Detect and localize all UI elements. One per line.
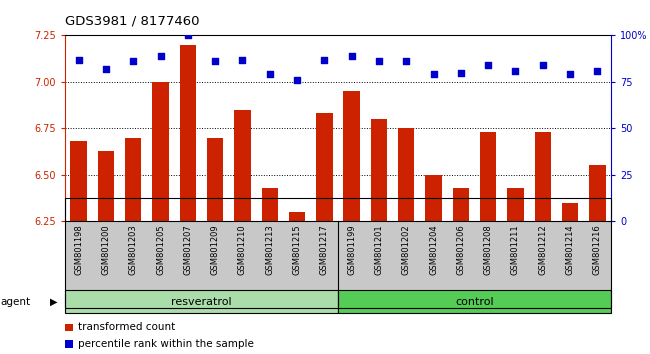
Point	[346, 53, 357, 59]
Bar	[152, 82, 169, 221]
Bar	[289, 212, 306, 221]
Bar	[98, 151, 114, 221]
Point	[73, 57, 84, 62]
Bar	[507, 188, 524, 221]
Bar	[589, 166, 606, 221]
Bar	[480, 132, 497, 221]
Point	[401, 58, 411, 64]
Point	[510, 68, 521, 74]
Bar	[562, 203, 578, 221]
Bar	[398, 128, 415, 221]
Point	[374, 58, 384, 64]
Text: transformed count: transformed count	[78, 322, 176, 332]
Point	[456, 70, 466, 75]
Text: GDS3981 / 8177460: GDS3981 / 8177460	[65, 14, 200, 27]
Point	[538, 62, 548, 68]
Bar	[534, 132, 551, 221]
Text: resveratrol: resveratrol	[171, 297, 232, 307]
Point	[183, 33, 193, 38]
Text: agent: agent	[1, 297, 31, 307]
Point	[155, 53, 166, 59]
Text: percentile rank within the sample: percentile rank within the sample	[78, 339, 254, 349]
Text: ▶: ▶	[49, 297, 57, 307]
Point	[265, 72, 275, 77]
Bar	[234, 110, 251, 221]
Bar	[343, 91, 360, 221]
Bar	[125, 138, 142, 221]
Bar	[179, 45, 196, 221]
Bar	[425, 175, 442, 221]
Bar	[452, 188, 469, 221]
Point	[483, 62, 493, 68]
Text: control: control	[455, 297, 494, 307]
Point	[237, 57, 248, 62]
Bar	[261, 188, 278, 221]
Point	[319, 57, 330, 62]
Bar	[207, 138, 224, 221]
Point	[592, 68, 603, 74]
Point	[428, 72, 439, 77]
Point	[101, 66, 111, 72]
Point	[128, 58, 138, 64]
Bar	[370, 119, 387, 221]
Bar	[316, 113, 333, 221]
Point	[292, 77, 302, 83]
Bar	[70, 141, 87, 221]
Point	[565, 72, 575, 77]
Point	[210, 58, 220, 64]
